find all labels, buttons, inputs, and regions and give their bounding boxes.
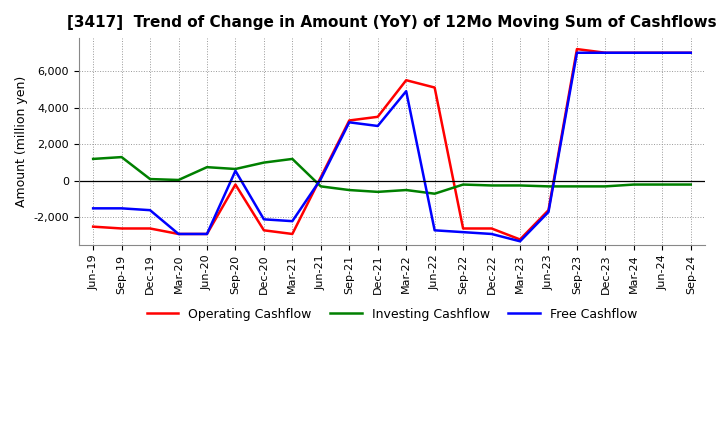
Free Cashflow — [487, 231, 496, 237]
Investing Cashflow — [572, 184, 581, 189]
Free Cashflow — [288, 219, 297, 224]
Operating Cashflow — [516, 237, 524, 242]
Operating Cashflow — [459, 226, 467, 231]
Free Cashflow — [686, 50, 695, 55]
Investing Cashflow — [145, 176, 154, 182]
Free Cashflow — [459, 230, 467, 235]
Operating Cashflow — [288, 231, 297, 237]
Investing Cashflow — [231, 166, 240, 172]
Free Cashflow — [174, 231, 183, 237]
Operating Cashflow — [601, 50, 610, 55]
Operating Cashflow — [260, 227, 269, 233]
Free Cashflow — [260, 216, 269, 222]
Free Cashflow — [629, 50, 638, 55]
Operating Cashflow — [487, 226, 496, 231]
Line: Operating Cashflow: Operating Cashflow — [93, 49, 690, 239]
Investing Cashflow — [374, 189, 382, 194]
Operating Cashflow — [658, 50, 667, 55]
Free Cashflow — [231, 168, 240, 173]
Investing Cashflow — [174, 177, 183, 183]
Operating Cashflow — [89, 224, 97, 229]
Investing Cashflow — [117, 154, 126, 160]
Free Cashflow — [601, 50, 610, 55]
Free Cashflow — [658, 50, 667, 55]
Investing Cashflow — [487, 183, 496, 188]
Investing Cashflow — [459, 182, 467, 187]
Free Cashflow — [544, 209, 553, 215]
Investing Cashflow — [345, 187, 354, 193]
Investing Cashflow — [431, 191, 439, 196]
Investing Cashflow — [89, 156, 97, 161]
Operating Cashflow — [174, 231, 183, 237]
Operating Cashflow — [431, 85, 439, 90]
Free Cashflow — [516, 238, 524, 244]
Free Cashflow — [145, 208, 154, 213]
Investing Cashflow — [288, 156, 297, 161]
Free Cashflow — [431, 227, 439, 233]
Investing Cashflow — [629, 182, 638, 187]
Title: [3417]  Trend of Change in Amount (YoY) of 12Mo Moving Sum of Cashflows: [3417] Trend of Change in Amount (YoY) o… — [67, 15, 717, 30]
Free Cashflow — [117, 206, 126, 211]
Investing Cashflow — [516, 183, 524, 188]
Investing Cashflow — [202, 165, 211, 170]
Operating Cashflow — [402, 77, 410, 83]
Operating Cashflow — [202, 231, 211, 237]
Free Cashflow — [317, 176, 325, 182]
Investing Cashflow — [260, 160, 269, 165]
Free Cashflow — [374, 123, 382, 128]
Free Cashflow — [345, 120, 354, 125]
Y-axis label: Amount (million yen): Amount (million yen) — [15, 76, 28, 207]
Line: Free Cashflow: Free Cashflow — [93, 53, 690, 241]
Investing Cashflow — [317, 184, 325, 189]
Investing Cashflow — [686, 182, 695, 187]
Free Cashflow — [202, 231, 211, 237]
Operating Cashflow — [231, 182, 240, 187]
Investing Cashflow — [544, 184, 553, 189]
Operating Cashflow — [572, 47, 581, 52]
Investing Cashflow — [402, 187, 410, 193]
Operating Cashflow — [629, 50, 638, 55]
Free Cashflow — [572, 50, 581, 55]
Investing Cashflow — [658, 182, 667, 187]
Free Cashflow — [402, 88, 410, 94]
Operating Cashflow — [686, 50, 695, 55]
Operating Cashflow — [374, 114, 382, 120]
Operating Cashflow — [117, 226, 126, 231]
Operating Cashflow — [345, 118, 354, 123]
Investing Cashflow — [601, 184, 610, 189]
Operating Cashflow — [544, 208, 553, 213]
Legend: Operating Cashflow, Investing Cashflow, Free Cashflow: Operating Cashflow, Investing Cashflow, … — [142, 303, 642, 326]
Operating Cashflow — [317, 175, 325, 180]
Operating Cashflow — [145, 226, 154, 231]
Free Cashflow — [89, 206, 97, 211]
Line: Investing Cashflow: Investing Cashflow — [93, 157, 690, 194]
